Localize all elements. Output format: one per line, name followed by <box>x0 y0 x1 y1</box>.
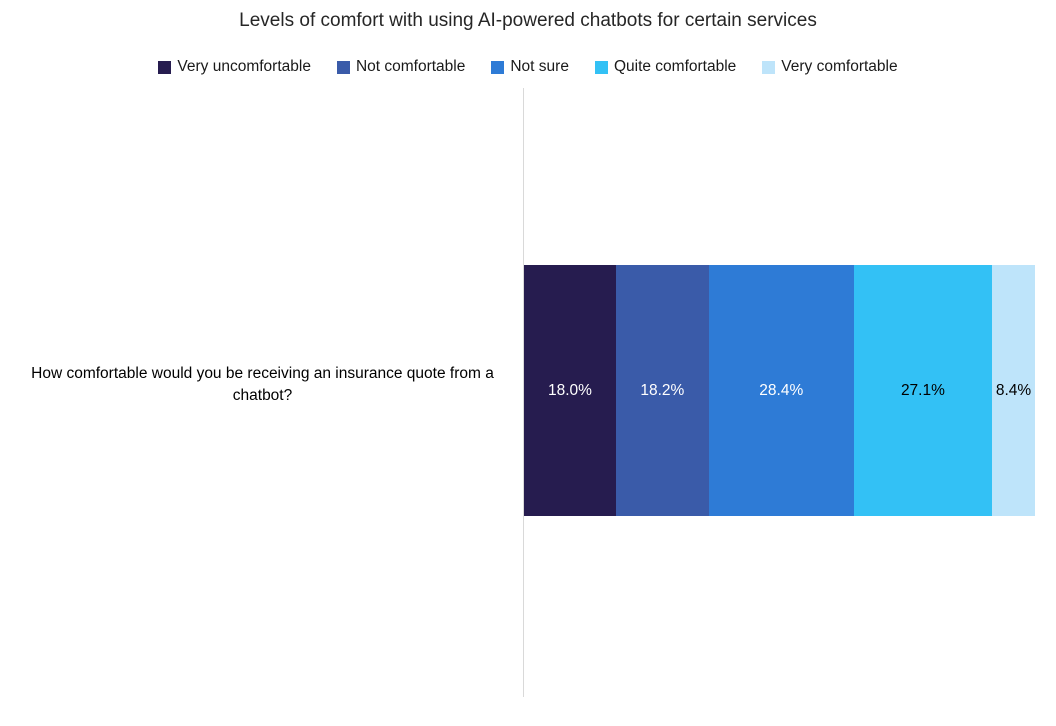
legend-item: Very comfortable <box>762 58 898 76</box>
legend: Very uncomfortable Not comfortable Not sur… <box>0 58 1056 76</box>
legend-item: Not comfortable <box>336 58 466 76</box>
legend-swatch-icon <box>762 60 776 74</box>
chart-title: Levels of comfort with using AI-powered … <box>239 10 817 31</box>
legend-label: Not comfortable <box>355 58 466 75</box>
bar-segment: 28.4% <box>708 265 854 516</box>
legend-item: Quite comfortable <box>594 58 737 76</box>
category-label: How comfortable would you be receiving a… <box>31 365 494 405</box>
stacked-bar: 18.0% 18.2% 28.4% 27.1% 8.4% <box>524 265 1035 516</box>
bar-segment-label: 28.4% <box>759 381 804 399</box>
legend-swatch-icon <box>594 60 608 74</box>
legend-swatch-icon <box>336 60 350 74</box>
legend-label: Quite comfortable <box>613 58 737 75</box>
legend-label: Very comfortable <box>781 58 898 75</box>
legend-swatch-icon <box>491 60 505 74</box>
plot-area: 18.0% 18.2% 28.4% 27.1% 8.4% <box>523 88 1035 697</box>
bar-segment-label: 18.0% <box>547 381 592 399</box>
legend-item: Not sure <box>491 58 569 76</box>
bar-segment: 8.4% <box>992 265 1035 516</box>
bar-segment-label: 8.4% <box>995 381 1032 399</box>
bar-segment: 27.1% <box>853 265 993 516</box>
legend-label: Not sure <box>510 58 569 75</box>
bar-segment-label: 27.1% <box>900 381 945 399</box>
bar-segment: 18.0% <box>524 265 616 516</box>
legend-swatch-icon <box>158 60 172 74</box>
bar-segment: 18.2% <box>615 265 709 516</box>
legend-item: Very uncomfortable <box>158 58 311 76</box>
bar-segment-label: 18.2% <box>640 381 685 399</box>
legend-label: Very uncomfortable <box>177 58 311 75</box>
